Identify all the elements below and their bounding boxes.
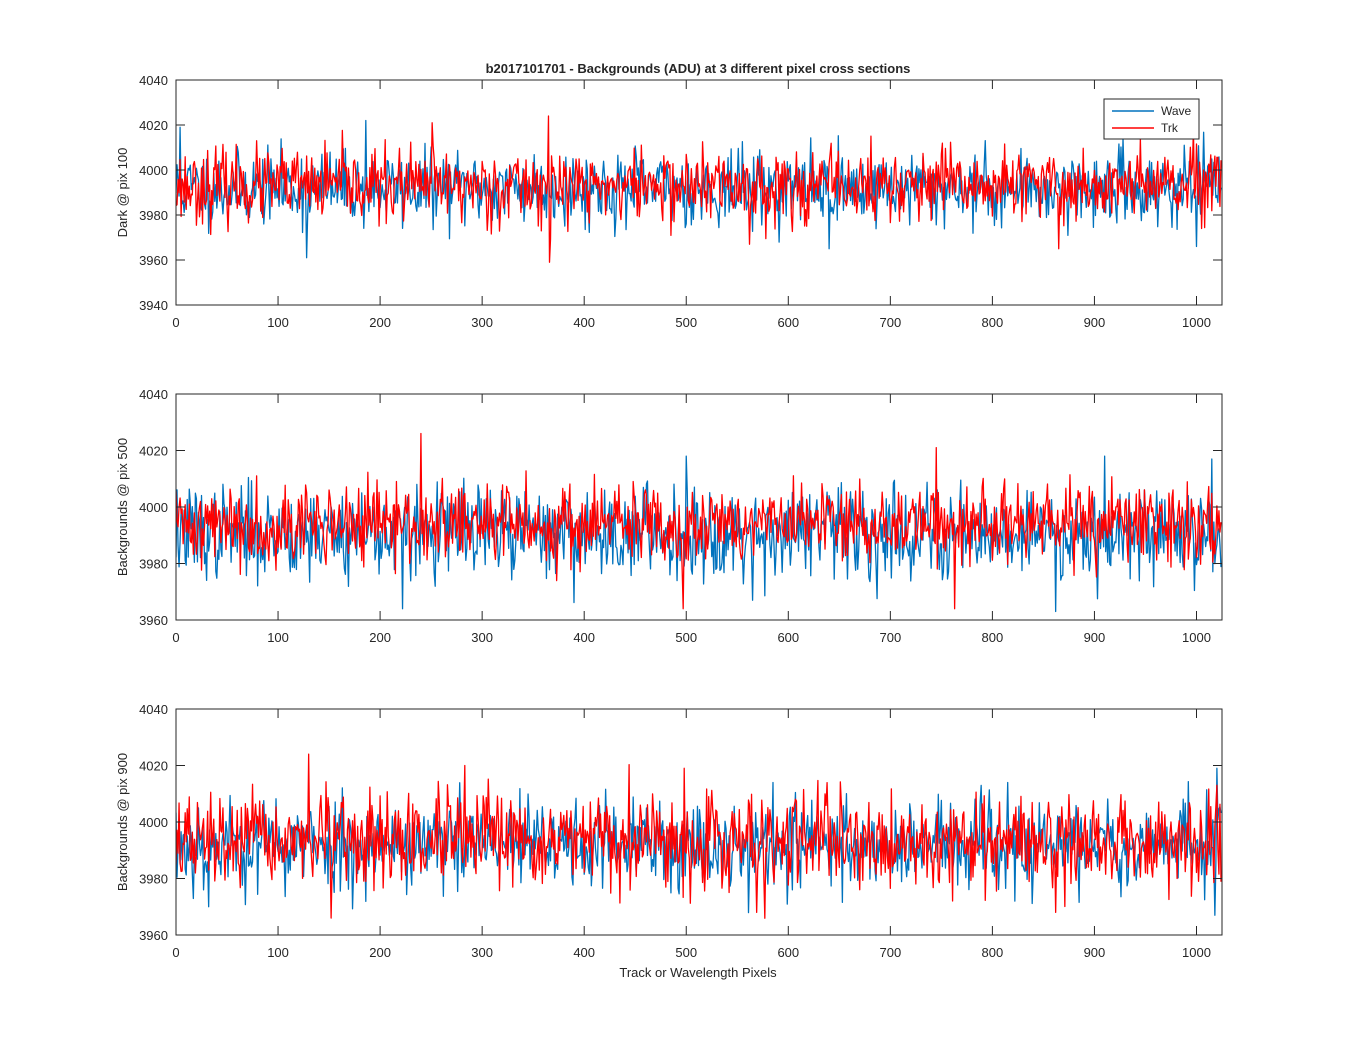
y-tick-label: 3960 [139, 613, 168, 628]
x-tick-label: 1000 [1182, 630, 1211, 645]
series-group [176, 432, 1222, 613]
x-tick-label: 300 [471, 315, 493, 330]
x-tick-label: 100 [267, 945, 289, 960]
series-line-trk [176, 115, 1222, 263]
x-tick-label: 200 [369, 630, 391, 645]
y-tick-label: 3960 [139, 253, 168, 268]
x-tick-label: 800 [982, 945, 1004, 960]
x-tick-label: 0 [172, 945, 179, 960]
y-tick-label: 4000 [139, 163, 168, 178]
series-line-trk [176, 753, 1222, 919]
y-axis-label: Backgrounds @ pix 900 [115, 753, 130, 891]
y-tick-label: 4040 [139, 73, 168, 88]
y-tick-label: 3940 [139, 298, 168, 313]
x-tick-label: 400 [573, 315, 595, 330]
y-tick-label: 3960 [139, 928, 168, 943]
series-group [176, 753, 1222, 919]
x-tick-label: 500 [675, 630, 697, 645]
x-axis-label: Track or Wavelength Pixels [619, 965, 777, 980]
y-tick-label: 4000 [139, 815, 168, 830]
x-tick-label: 1000 [1182, 315, 1211, 330]
panel-dark-pix-100: 0 100 200 300 400 500 600 700 800 900 1000 3940 3960… [115, 73, 1223, 330]
x-tick-label: 700 [879, 630, 901, 645]
panel-backgrounds-pix-900: 0 100 200 300 400 500 600 700 800 900 1000 3960 3980… [115, 702, 1223, 960]
panel-backgrounds-pix-500: 0 100 200 300 400 500 600 700 800 900 1000 3960 3980… [115, 387, 1223, 645]
axes-box [175, 79, 1223, 306]
x-tick-label: 1000 [1182, 945, 1211, 960]
x-tick-label: 200 [369, 945, 391, 960]
x-tick-label: 800 [982, 630, 1004, 645]
x-tick-label: 200 [369, 315, 391, 330]
chart-title: b2017101701 - Backgrounds (ADU) at 3 dif… [486, 61, 911, 76]
y-axis-label: Dark @ pix 100 [115, 148, 130, 238]
x-tick-label: 700 [879, 315, 901, 330]
y-tick-label: 4040 [139, 387, 168, 402]
y-tick-label: 3980 [139, 872, 168, 887]
y-tick-label: 3980 [139, 208, 168, 223]
y-tick-label: 4020 [139, 118, 168, 133]
series-line-wave [176, 455, 1222, 613]
x-tick-label: 900 [1084, 945, 1106, 960]
x-tick-label: 400 [573, 945, 595, 960]
y-tick-label: 4040 [139, 702, 168, 717]
legend-label-trk: Trk [1161, 121, 1179, 135]
legend: Wave Trk [1103, 98, 1200, 140]
x-tick-label: 600 [777, 945, 799, 960]
x-tick-label: 600 [777, 315, 799, 330]
x-tick-label: 900 [1084, 630, 1106, 645]
x-tick-label: 100 [267, 630, 289, 645]
x-tick-label: 500 [675, 315, 697, 330]
series-line-trk [176, 432, 1222, 610]
x-tick-label: 0 [172, 315, 179, 330]
x-tick-label: 900 [1084, 315, 1106, 330]
x-tick-label: 0 [172, 630, 179, 645]
x-tick-label: 500 [675, 945, 697, 960]
y-tick-label: 4020 [139, 444, 168, 459]
legend-box [1103, 98, 1200, 140]
y-tick-label: 4000 [139, 500, 168, 515]
x-tick-label: 700 [879, 945, 901, 960]
y-axis-label: Backgrounds @ pix 500 [115, 438, 130, 576]
x-tick-label: 300 [471, 630, 493, 645]
y-tick-label: 4020 [139, 759, 168, 774]
legend-label-wave: Wave [1161, 104, 1192, 118]
series-line-wave [176, 767, 1222, 916]
x-tick-label: 800 [982, 315, 1004, 330]
x-tick-label: 300 [471, 945, 493, 960]
x-tick-label: 600 [777, 630, 799, 645]
series-group [176, 115, 1222, 263]
y-tick-label: 3980 [139, 557, 168, 572]
x-tick-label: 100 [267, 315, 289, 330]
x-tick-label: 400 [573, 630, 595, 645]
